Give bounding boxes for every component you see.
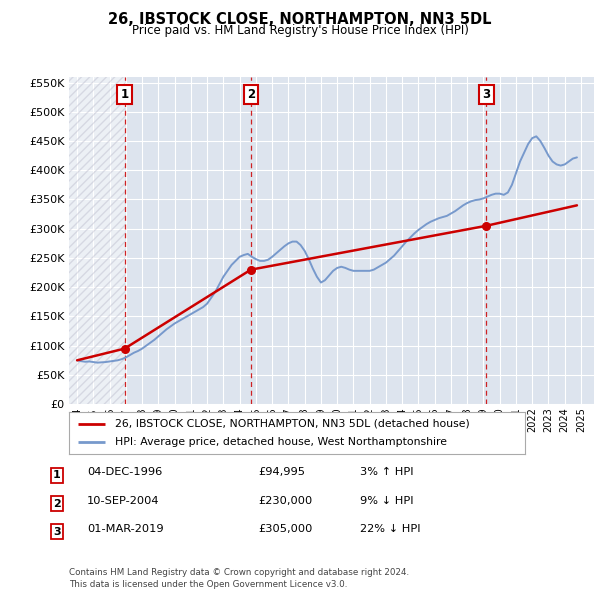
Text: 1: 1 — [121, 88, 128, 101]
Text: 26, IBSTOCK CLOSE, NORTHAMPTON, NN3 5DL: 26, IBSTOCK CLOSE, NORTHAMPTON, NN3 5DL — [108, 12, 492, 27]
Text: 2: 2 — [53, 499, 61, 509]
Text: £230,000: £230,000 — [258, 496, 312, 506]
Text: £305,000: £305,000 — [258, 524, 313, 534]
Text: 01-MAR-2019: 01-MAR-2019 — [87, 524, 164, 534]
Text: 3% ↑ HPI: 3% ↑ HPI — [360, 467, 413, 477]
Text: 22% ↓ HPI: 22% ↓ HPI — [360, 524, 421, 534]
Text: 10-SEP-2004: 10-SEP-2004 — [87, 496, 160, 506]
Text: 3: 3 — [482, 88, 490, 101]
Text: HPI: Average price, detached house, West Northamptonshire: HPI: Average price, detached house, West… — [115, 437, 446, 447]
Text: Contains HM Land Registry data © Crown copyright and database right 2024.
This d: Contains HM Land Registry data © Crown c… — [69, 568, 409, 589]
Text: 3: 3 — [53, 527, 61, 537]
Text: £94,995: £94,995 — [258, 467, 305, 477]
Text: 04-DEC-1996: 04-DEC-1996 — [87, 467, 162, 477]
Text: 2: 2 — [247, 88, 255, 101]
Text: Price paid vs. HM Land Registry's House Price Index (HPI): Price paid vs. HM Land Registry's House … — [131, 24, 469, 37]
Text: 9% ↓ HPI: 9% ↓ HPI — [360, 496, 413, 506]
Bar — [69, 77, 125, 404]
Text: 26, IBSTOCK CLOSE, NORTHAMPTON, NN3 5DL (detached house): 26, IBSTOCK CLOSE, NORTHAMPTON, NN3 5DL … — [115, 419, 469, 429]
Text: 1: 1 — [53, 470, 61, 480]
